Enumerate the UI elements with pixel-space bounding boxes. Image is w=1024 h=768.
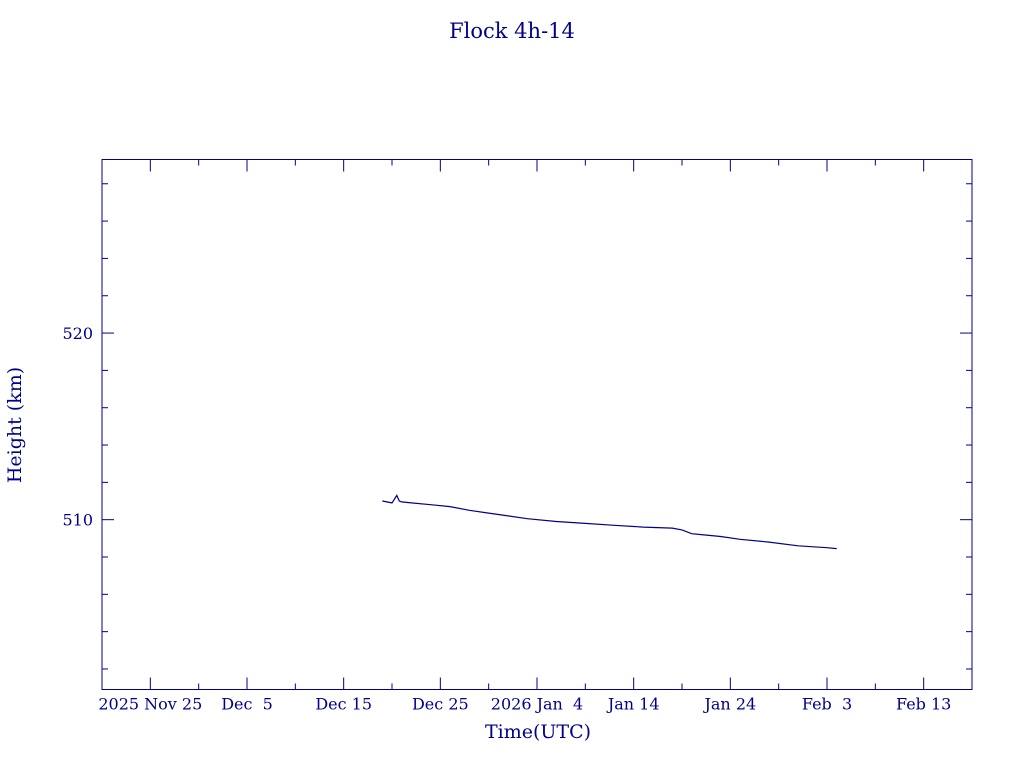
x-tick-label: Feb 13 <box>896 695 951 714</box>
y-tick-label: 520 <box>62 324 93 343</box>
x-tick-labels: 2025 Nov 25 Dec 5 Dec 15 Dec 25 2026 Jan 4 Ja… <box>98 695 951 714</box>
x-axis-label: Time(UTC) <box>485 721 591 743</box>
plot-frame <box>101 159 973 690</box>
x-tick-label: Feb 3 <box>802 695 852 714</box>
height-series-line <box>382 494 837 550</box>
x-tick-label: Jan 14 <box>606 695 660 714</box>
x-tick-label: 2025 Nov 25 <box>98 695 202 714</box>
y-tick-label: 510 <box>62 511 93 530</box>
x-tick-label: 2026 Jan 4 <box>491 695 583 714</box>
y-axis-label: Height (km) <box>4 367 26 483</box>
x-tick-label: Dec 15 <box>315 695 372 714</box>
x-tick-label: Dec 5 <box>221 695 273 714</box>
chart-title: Flock 4h-14 <box>449 19 575 43</box>
tick-marks <box>102 159 972 690</box>
x-tick-label: Dec 25 <box>412 695 469 714</box>
y-tick-labels: 510 520 <box>62 324 93 530</box>
series-lines <box>382 494 837 550</box>
x-tick-label: Jan 24 <box>702 695 756 714</box>
